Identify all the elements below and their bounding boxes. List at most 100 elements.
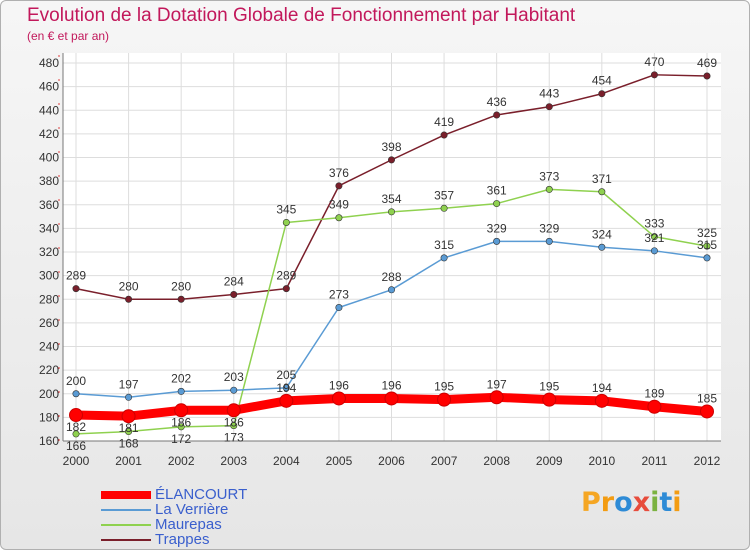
data-point	[440, 131, 448, 139]
x-tick-label: 2009	[536, 454, 563, 468]
x-tick-label: 2000	[63, 454, 90, 468]
x-tick-label: 2002	[168, 454, 195, 468]
data-label: 315	[697, 238, 717, 252]
data-label: 289	[276, 269, 296, 283]
data-label: 373	[539, 169, 559, 183]
x-tick-label: 2004	[273, 454, 300, 468]
data-label: 195	[539, 380, 559, 394]
data-label: 329	[487, 221, 507, 235]
data-point	[650, 233, 658, 241]
data-label: 194	[276, 381, 296, 395]
logo-letter: o	[614, 487, 633, 518]
data-point	[489, 390, 504, 405]
legend-swatch	[101, 524, 151, 526]
x-tick-label: 2005	[326, 454, 353, 468]
x-tick-label: 2003	[220, 454, 247, 468]
data-label: 443	[539, 87, 559, 101]
data-point	[594, 393, 609, 408]
data-point	[72, 285, 80, 293]
data-label: 333	[644, 217, 664, 231]
data-point	[647, 399, 662, 414]
data-point	[650, 71, 658, 79]
data-point	[125, 295, 133, 303]
data-point	[384, 391, 399, 406]
data-point	[230, 422, 238, 430]
data-point	[69, 408, 83, 423]
y-tick-label: 260	[39, 316, 59, 330]
data-label: 186	[224, 415, 244, 429]
data-point	[545, 185, 553, 193]
data-label: 173	[224, 431, 244, 445]
data-point	[279, 393, 294, 408]
data-label: 205	[276, 368, 296, 382]
data-point	[440, 204, 448, 212]
x-tick-label: 2006	[378, 454, 405, 468]
x-tick-label: 2007	[431, 454, 458, 468]
data-label: 280	[119, 279, 139, 293]
legend-swatch	[101, 509, 151, 511]
logo-letter: t	[659, 487, 673, 518]
data-label: 197	[119, 377, 139, 391]
data-point	[282, 218, 290, 226]
y-tick-label: 240	[39, 340, 59, 354]
logo-letter: i	[672, 487, 682, 518]
data-label: 197	[487, 377, 507, 391]
data-point	[282, 384, 290, 392]
y-tick-label: 400	[39, 151, 59, 165]
data-label: 273	[329, 288, 349, 302]
data-point	[174, 403, 189, 418]
y-tick-label: 380	[39, 174, 59, 188]
y-tick-label: 300	[39, 269, 59, 283]
y-tick-label: 420	[39, 127, 59, 141]
legend-label: ÉLANCOURT	[155, 486, 248, 503]
data-label: 181	[119, 421, 139, 435]
data-point	[72, 430, 80, 438]
proxiti-logo: Proxiti	[581, 487, 682, 518]
legend-swatch	[101, 491, 151, 499]
y-tick-label: 220	[39, 363, 59, 377]
data-point	[125, 428, 133, 436]
data-point	[542, 392, 557, 407]
y-tick-label: 480	[39, 56, 59, 70]
data-point	[387, 208, 395, 216]
data-label: 185	[697, 391, 717, 405]
data-label: 168	[119, 437, 139, 451]
data-label: 203	[224, 370, 244, 384]
data-point	[598, 243, 606, 251]
data-label: 419	[434, 115, 454, 129]
data-point	[177, 387, 185, 395]
x-tick-label: 2011	[642, 454, 668, 468]
data-label: 454	[592, 74, 612, 88]
data-label: 325	[697, 226, 717, 240]
data-label: 376	[329, 166, 349, 180]
legend-label: Maurepas	[155, 516, 222, 533]
data-label: 284	[224, 275, 244, 289]
data-label: 186	[171, 415, 191, 429]
data-point	[493, 200, 501, 208]
data-label: 371	[592, 172, 612, 186]
data-point	[335, 304, 343, 312]
data-label: 354	[381, 192, 401, 206]
data-label: 398	[381, 140, 401, 154]
data-label: 166	[66, 439, 86, 453]
data-point	[121, 409, 136, 424]
data-point	[700, 404, 714, 419]
logo-letter: P	[581, 487, 601, 518]
chart-title: Evolution de la Dotation Globale de Fonc…	[27, 5, 576, 26]
data-label: 196	[381, 378, 401, 392]
data-point	[598, 90, 606, 98]
data-point	[331, 391, 346, 406]
data-label: 182	[66, 420, 86, 434]
data-label: 357	[434, 188, 454, 202]
data-point	[335, 182, 343, 190]
y-tick-label: 280	[39, 292, 59, 306]
data-point	[177, 423, 185, 431]
data-point	[703, 72, 711, 80]
x-tick-label: 2008	[483, 454, 510, 468]
data-point	[493, 237, 501, 245]
data-label: 349	[329, 198, 349, 212]
data-point	[125, 393, 133, 401]
logo-letter: r	[600, 487, 615, 518]
x-tick-label: 2010	[588, 454, 615, 468]
